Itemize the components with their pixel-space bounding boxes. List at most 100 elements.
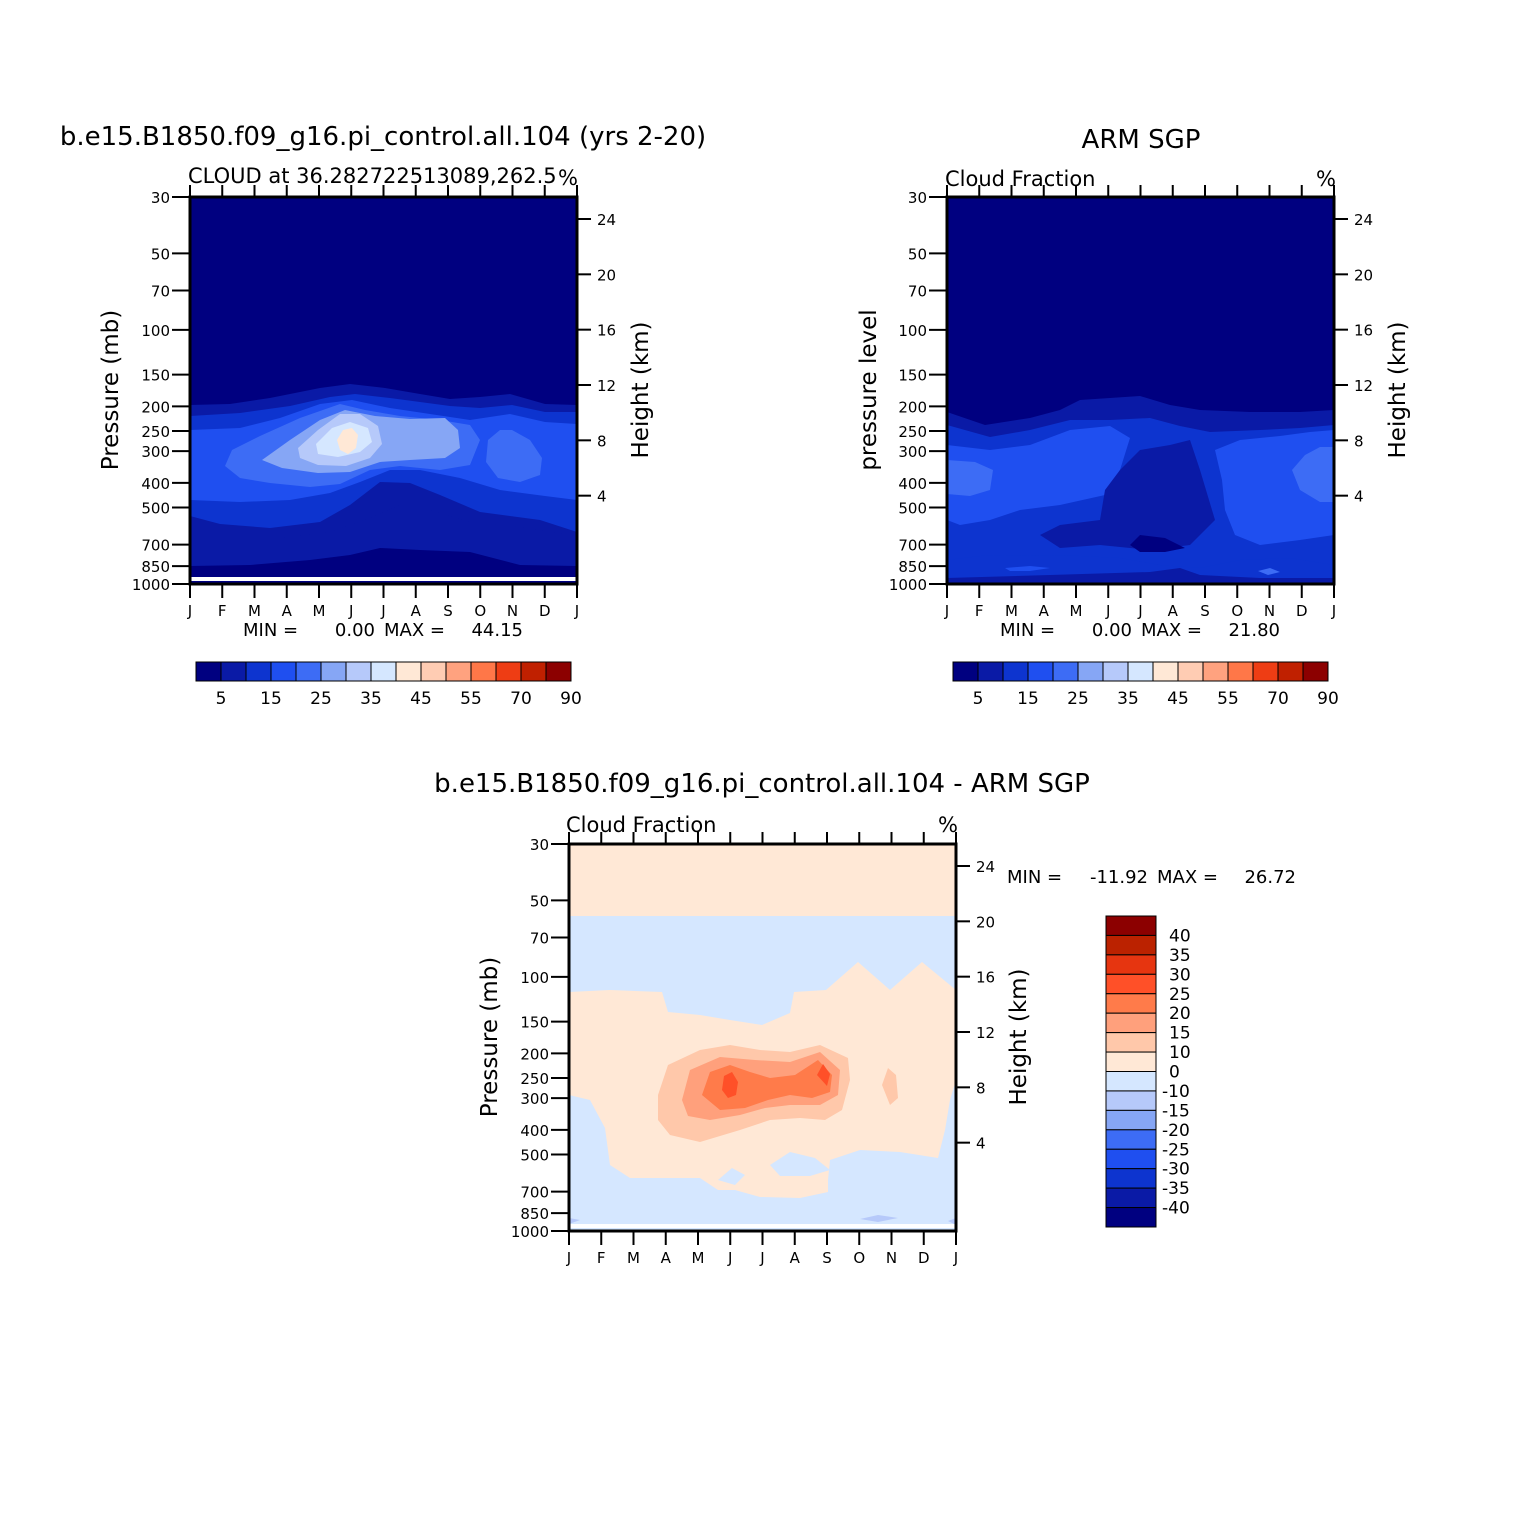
colorbar-box [1105,1129,1157,1150]
colorbar-label: -35 [1162,1179,1190,1199]
month-tick-label: J [348,602,353,620]
obs-min-label: MIN = [1000,620,1055,641]
panel-obs-title: ARM SGP [1082,125,1201,155]
month-tick-label: F [218,602,227,620]
diff-level-neg10-0-pocket-2 [718,1168,745,1185]
obs-level-20-25-east [1292,447,1334,502]
colorbar-box [1102,661,1129,682]
pressure-tick-label: 1000 [889,576,927,594]
height-tick-label: 4 [976,1135,986,1153]
model-level-0-5-lower [190,548,577,584]
height-tick-label: 12 [1354,377,1373,395]
pressure-tick-label: 500 [141,500,170,518]
colorbar-box [1105,915,1157,936]
colorbar-label: 90 [560,689,582,709]
colorbar-box [1105,1032,1157,1053]
diff-level-25-30 [722,1072,738,1098]
pressure-tick-label: 1000 [511,1223,549,1241]
month-tick-label: M [248,602,261,620]
pressure-tick-label: 400 [898,475,927,493]
height-tick-label: 16 [597,322,616,340]
obs-level-15-20 [947,426,1130,525]
pressure-tick-label: 400 [141,475,170,493]
month-tick-label: S [1200,602,1210,620]
pressure-tick-label: 700 [520,1184,549,1202]
colorbar-box [1152,661,1179,682]
obs-min-value: 0.00 [1092,620,1132,641]
colorbar-label: 25 [1169,985,1191,1005]
month-tick-label: F [597,1249,606,1267]
colorbar-label: 45 [410,689,432,709]
obs-ylabel-right: Height (km) [1385,321,1411,458]
month-tick-label: S [443,602,453,620]
colorbar-box [220,661,247,682]
colorbar-box [1105,1090,1157,1111]
pressure-tick-label: 1000 [132,576,170,594]
colorbar-box [1105,1051,1157,1072]
colorbar-box [977,661,1004,682]
height-tick-label: 20 [976,913,995,931]
model-min-value: 0.00 [335,620,375,641]
height-tick-label: 12 [976,1024,995,1042]
colorbar-label: 35 [360,689,382,709]
diff-max-label: MAX = [1157,867,1218,888]
month-tick-label: M [1070,602,1083,620]
pressure-tick-label: 200 [898,398,927,416]
colorbar-label: 5 [973,689,984,709]
month-tick-label: J [566,1249,571,1267]
colorbar-label: 55 [1217,689,1239,709]
colorbar-box [420,661,447,682]
colorbar-box [1105,993,1157,1014]
obs-level-5-10-surface [947,568,1334,584]
colorbar-label: 15 [1169,1024,1191,1044]
pressure-tick-label: 250 [520,1070,549,1088]
panel-diff-title: b.e15.B1850.f09_g16.pi_control.all.104 -… [434,769,1090,799]
pressure-tick-label: 700 [898,537,927,555]
colorbar-label: 90 [1317,689,1339,709]
panel-diff-subtitle: Cloud Fraction [566,813,717,837]
colorbar-box [1027,661,1054,682]
pressure-tick-label: 700 [141,537,170,555]
pressure-tick-label: 100 [898,322,927,340]
month-tick-label: A [1039,602,1050,620]
month-tick-label: J [953,1249,958,1267]
month-tick-label: J [187,602,192,620]
pressure-tick-label: 500 [898,500,927,518]
pressure-tick-label: 850 [898,558,927,576]
colorbar-box [1127,661,1154,682]
diff-min-label: MIN = [1007,867,1062,888]
month-tick-label: A [790,1249,801,1267]
colorbar-box [1077,661,1104,682]
height-tick-label: 24 [597,211,616,229]
colorbar-label: -40 [1162,1199,1190,1219]
month-tick-label: A [1168,602,1179,620]
colorbar-box [1105,934,1157,956]
month-tick-label: D [1296,602,1308,620]
height-tick-label: 8 [976,1079,986,1097]
colorbar-box [345,661,372,682]
height-tick-label: 8 [1354,432,1364,450]
colorbar-box [470,661,497,682]
pressure-tick-label: 30 [530,836,549,854]
height-tick-label: 20 [1354,266,1373,284]
pressure-tick-label: 400 [520,1122,549,1140]
height-tick-label: 4 [1354,488,1364,506]
month-tick-label: M [627,1249,640,1267]
colorbar-box [1105,1012,1157,1034]
diff-level-25-30-east [817,1064,830,1086]
height-tick-label: 20 [597,266,616,284]
colorbar-box [1002,661,1029,682]
panel-obs-units: % [1316,167,1336,191]
height-tick-label: 24 [1354,211,1373,229]
pressure-tick-label: 250 [898,423,927,441]
colorbar-label: 30 [1169,965,1191,985]
obs-level-5-10-mid [1040,440,1215,550]
colorbar-box [1105,973,1157,995]
colorbar-box [1105,1148,1157,1170]
height-tick-label: 12 [597,377,616,395]
obs-level-15-20-lower [1005,566,1050,571]
panel-model-subtitle: CLOUD at 36.282722513089,262.5 [188,164,557,188]
model-ylabel: Pressure (mb) [98,310,124,470]
month-tick-label: D [539,602,551,620]
